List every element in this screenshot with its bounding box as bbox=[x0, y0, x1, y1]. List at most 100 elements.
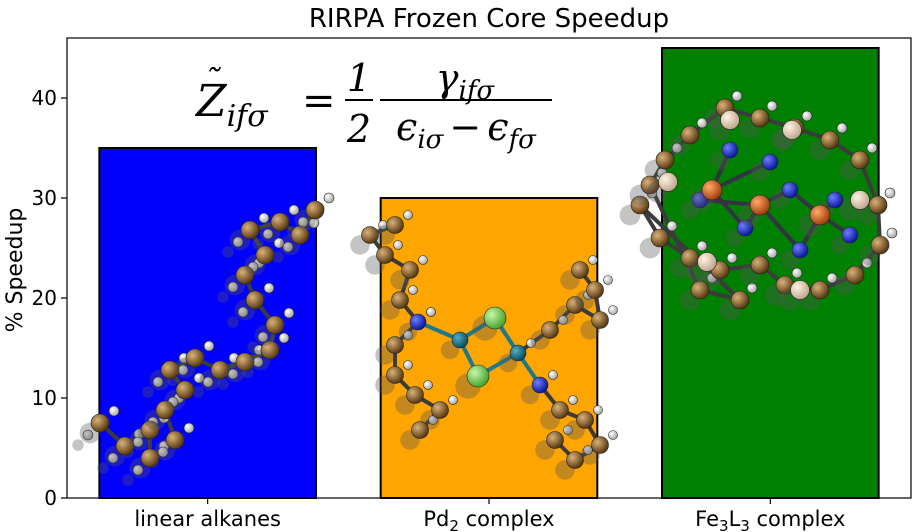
alkane-carbon-atom bbox=[240, 220, 260, 240]
alkane-hydrogen-atom bbox=[288, 204, 300, 216]
pd-carbon-atom bbox=[361, 226, 379, 244]
fe-carbon-atom bbox=[680, 125, 700, 145]
svg-text:Zifσ: Zifσ bbox=[194, 76, 269, 134]
pd-hydrogen-atom bbox=[568, 395, 578, 405]
y-axis: 0 10 20 30 40 bbox=[32, 86, 67, 510]
fe-boron-atom bbox=[720, 110, 740, 130]
formula-minus: − bbox=[449, 105, 481, 149]
formula-equals: = bbox=[302, 78, 336, 124]
pd-nitrogen-atom bbox=[409, 313, 427, 331]
y-tick-label: 10 bbox=[32, 386, 57, 410]
x-tick-label-1: Pd2 complex bbox=[423, 507, 554, 532]
pd-carbon-atom bbox=[566, 296, 584, 314]
alkane-carbon-atom bbox=[290, 225, 310, 245]
fe-carbon-atom bbox=[730, 290, 750, 310]
pd-hydrogen-atom bbox=[563, 425, 573, 435]
pd-hydrogen-atom bbox=[548, 370, 558, 380]
fe-nitrogen-atom bbox=[781, 181, 799, 199]
fe-carbon-atom bbox=[690, 280, 710, 300]
pd-hydrogen-atom bbox=[558, 315, 568, 325]
fe-boron-atom bbox=[658, 172, 678, 192]
pd-hydrogen-atom bbox=[403, 210, 413, 220]
alkane-hydrogen-atom bbox=[132, 464, 144, 476]
formula-denominator-b-subscript: fσ bbox=[507, 125, 538, 155]
fe-nitrogen-atom bbox=[826, 191, 844, 209]
fe-carbon-atom bbox=[850, 150, 870, 170]
pd-carbon-atom bbox=[411, 421, 429, 439]
fe-hydrogen-atom bbox=[836, 122, 848, 134]
fe-hydrogen-atom bbox=[791, 267, 803, 279]
alkane-hydrogen-atom bbox=[202, 376, 214, 388]
alkane-carbon-atom bbox=[235, 352, 255, 372]
fe-carbon-atom bbox=[750, 108, 770, 128]
fe-boron-atom bbox=[697, 252, 717, 272]
pd-carbon-atom bbox=[391, 291, 409, 309]
alkane-hydrogen-atom bbox=[108, 405, 120, 417]
formula-denominator-a-subscript: iσ bbox=[417, 125, 444, 155]
svg-text:γifσ: γifσ bbox=[436, 56, 496, 106]
alkane-hydrogen-atom bbox=[258, 212, 270, 224]
alkane-hydrogen-atom bbox=[262, 228, 274, 240]
pd-carbon-atom bbox=[591, 436, 609, 454]
fe-hydrogen-atom bbox=[696, 117, 708, 129]
alkane-carbon-atom bbox=[255, 245, 275, 265]
alkane-carbon-atom bbox=[160, 360, 180, 380]
alkane-hydrogen-atom bbox=[323, 192, 335, 204]
alkane-hydrogen-atom-shadow bbox=[142, 386, 154, 398]
formula-denominator-a: ϵ bbox=[396, 105, 417, 149]
alkane-carbon-atom bbox=[185, 348, 205, 368]
fe-hydrogen-atom bbox=[766, 247, 778, 259]
fe-nitrogen-atom bbox=[721, 141, 739, 159]
formula-half-denominator: 2 bbox=[346, 107, 371, 151]
y-tick-label: 20 bbox=[32, 286, 57, 310]
fe-carbon-atom bbox=[655, 150, 675, 170]
fe-carbon-atom bbox=[650, 228, 670, 248]
formula-lhs-subscript: ifσ bbox=[227, 99, 270, 134]
alkane-hydrogen-atom-shadow bbox=[217, 378, 229, 390]
fe-boron-atom bbox=[782, 120, 802, 140]
y-tick-label: 40 bbox=[32, 86, 57, 110]
x-axis: linear alkanes Pd2 complex Fe3L3 complex bbox=[134, 498, 845, 532]
pd-hydrogen-atom bbox=[608, 430, 618, 440]
pd-hydrogen-atom bbox=[426, 307, 436, 317]
y-axis-label: % Speedup bbox=[3, 208, 28, 333]
alkane-hydrogen-atom bbox=[152, 376, 164, 388]
fe-hydrogen-atom bbox=[746, 282, 758, 294]
fe-hydrogen-atom bbox=[826, 272, 838, 284]
alkane-hydrogen-atom-shadow bbox=[222, 246, 234, 258]
alkane-hydrogen-atom-shadow bbox=[192, 386, 204, 398]
alkane-hydrogen-atom bbox=[283, 307, 295, 319]
pd-carbon-atom bbox=[551, 401, 569, 419]
palladium-atom bbox=[451, 331, 469, 349]
alkane-hydrogen-atom bbox=[193, 372, 205, 384]
alkane-carbon-atom bbox=[270, 212, 290, 232]
fe-carbon-atom bbox=[630, 195, 650, 215]
alkane-carbon-atom bbox=[175, 380, 195, 400]
pd-carbon-atom bbox=[541, 321, 559, 339]
alkane-carbon-atom bbox=[165, 430, 185, 450]
fe-hydrogen-atom bbox=[884, 187, 896, 199]
fe-carbon-atom bbox=[750, 255, 770, 275]
pd-hydrogen-atom bbox=[428, 415, 438, 425]
alkane-hydrogen-atom-shadow bbox=[72, 439, 84, 451]
fe-hydrogen-atom bbox=[801, 110, 813, 122]
pd-carbon-atom bbox=[566, 451, 584, 469]
fe-hydrogen-atom bbox=[666, 220, 678, 232]
formula-denominator-b: ϵ bbox=[487, 105, 508, 149]
alkane-carbon-atom bbox=[245, 290, 265, 310]
pd-hydrogen-atom bbox=[448, 395, 458, 405]
fe-hydrogen-atom bbox=[671, 142, 683, 154]
fe-nitrogen-atom bbox=[791, 241, 809, 259]
pd-hydrogen-atom bbox=[403, 360, 413, 370]
alkane-carbon-atom bbox=[140, 420, 160, 440]
alkane-hydrogen-atom-shadow bbox=[247, 341, 259, 353]
pd-carbon-atom bbox=[576, 411, 594, 429]
pd-hydrogen-atom bbox=[393, 240, 403, 250]
fe-hydrogen-atom bbox=[696, 240, 708, 252]
palladium-atom bbox=[509, 344, 527, 362]
alkane-carbon-atom bbox=[140, 448, 160, 468]
fe-hydrogen-atom bbox=[731, 90, 743, 102]
pd-hydrogen-atom bbox=[608, 305, 618, 315]
fe-hydrogen-atom bbox=[766, 100, 778, 112]
pd-hydrogen-atom bbox=[418, 255, 428, 265]
